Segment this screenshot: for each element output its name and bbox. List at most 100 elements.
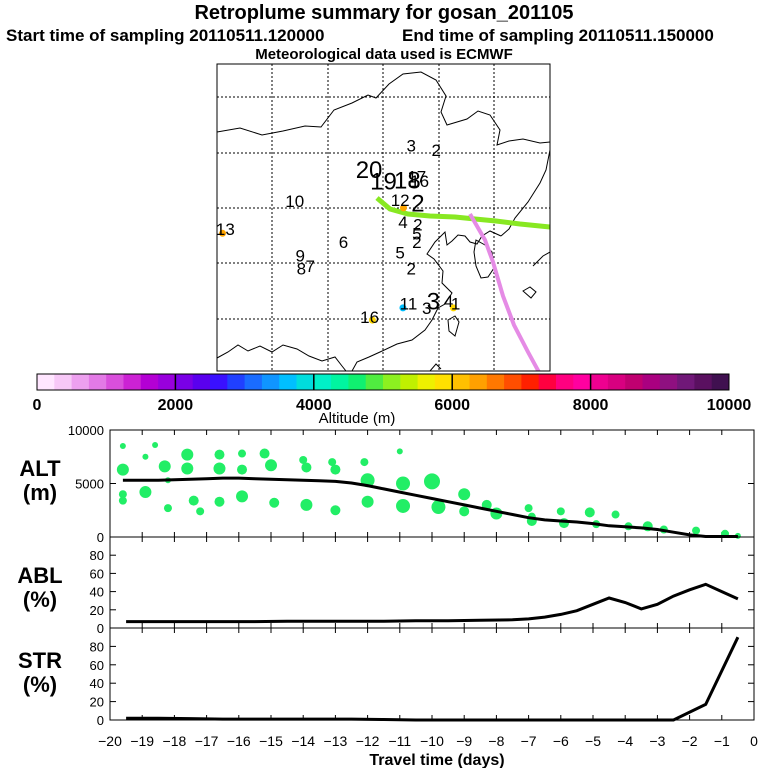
map-day-label: 13 — [216, 220, 235, 239]
x-tick-label: −10 — [420, 733, 444, 749]
altitude-point — [236, 490, 249, 503]
x-tick-label: −5 — [585, 733, 601, 749]
panel-line — [126, 636, 740, 722]
colorbar-cell — [244, 374, 263, 390]
map-day-label: 2 — [431, 141, 440, 160]
colorbar-cell — [365, 374, 384, 390]
colorbar-cell — [400, 374, 419, 390]
map-day-label: 20 — [356, 157, 383, 184]
panel-label: STR — [18, 648, 62, 673]
colorbar-cell — [313, 374, 332, 390]
x-tick-label: −4 — [617, 733, 633, 749]
y-tick-label: 60 — [90, 566, 104, 581]
colorbar-title: Altitude (m) — [319, 410, 396, 427]
altitude-point — [214, 449, 225, 460]
altitude-point — [692, 526, 701, 535]
y-tick-label: 60 — [90, 658, 104, 673]
map-day-label: 5 — [395, 244, 404, 263]
altitude-point — [459, 506, 470, 517]
colorbar-cell — [538, 374, 557, 390]
map-day-label: 18 — [394, 168, 421, 195]
y-tick-label: 0 — [97, 621, 104, 636]
x-tick-label: −8 — [488, 733, 504, 749]
map-day-label: 2 — [407, 260, 416, 279]
colorbar-cell — [469, 374, 488, 390]
map-day-label: 1 — [451, 295, 460, 314]
altitude-point — [196, 507, 205, 516]
altitude-point — [328, 458, 337, 467]
altitude-point — [181, 462, 194, 475]
colorbar-cell — [54, 374, 73, 390]
map-day-label: 7 — [306, 257, 315, 276]
map-day-label: 2 — [413, 216, 422, 235]
colorbar-cell — [625, 374, 643, 390]
colorbar-cell — [71, 374, 90, 390]
altitude-point — [424, 473, 440, 490]
altitude-point — [299, 455, 308, 464]
altitude-point — [396, 498, 411, 513]
altitude-point — [556, 507, 565, 516]
x-tick-label: −7 — [521, 733, 537, 749]
colorbar-cell — [711, 374, 730, 390]
map-day-label: 3 — [422, 299, 431, 318]
altitude-point — [300, 498, 313, 511]
colorbar-tick-label: 0 — [33, 397, 42, 414]
altitude-point — [139, 486, 152, 499]
colorbar-cell — [210, 374, 228, 390]
colorbar-tick-label: 2000 — [158, 397, 194, 414]
colorbar-tick-label: 10000 — [707, 397, 752, 414]
altitude-point — [142, 453, 149, 460]
colorbar-cell — [452, 374, 470, 390]
map-day-label: 8 — [297, 260, 306, 279]
x-tick-label: −15 — [259, 733, 283, 749]
altitude-point — [259, 448, 270, 459]
altitude-point — [238, 449, 247, 458]
colorbar-cell — [279, 374, 297, 390]
y-tick-label: 10000 — [68, 423, 104, 438]
altitude-point — [237, 464, 248, 475]
altitude-point — [269, 497, 280, 508]
colorbar-cell — [296, 374, 315, 390]
y-tick-label: 40 — [90, 585, 104, 600]
x-tick-label: −2 — [682, 733, 698, 749]
map-day-label: 16 — [360, 308, 379, 327]
str-panel: 80 60 40 20 0 STR(%) — [18, 627, 755, 728]
altitude-colorbar: 0 2000 4000 6000 8000 10000 Altitude (m) — [33, 373, 752, 427]
colorbar-cell — [642, 374, 661, 390]
map-day-label: 5 — [412, 224, 421, 243]
altitude-point — [524, 504, 533, 513]
colorbar-cell — [37, 374, 55, 390]
page-title: Retroplume summary for gosan_201105 — [194, 2, 574, 24]
x-tick-label: −9 — [456, 733, 472, 749]
colorbar-cell — [521, 374, 540, 390]
colorbar-cell — [434, 374, 453, 390]
travel-time-axis: −20 −19 −18 −17 −16 −15 −14 −13 −12 −11 −10 −9 −8 −7−… — [98, 733, 758, 768]
colorbar-cell — [261, 374, 280, 390]
altitude-point — [611, 510, 620, 519]
altitude-point — [431, 500, 446, 515]
y-tick-label: 0 — [97, 713, 104, 728]
altitude-point — [119, 443, 126, 450]
map-day-label: 11 — [400, 295, 418, 314]
panel-unit: (%) — [23, 587, 57, 612]
x-tick-label: −6 — [553, 733, 569, 749]
x-tick-label: −18 — [163, 733, 187, 749]
map-marker — [368, 316, 376, 324]
altitude-point — [158, 460, 171, 473]
map-marker — [449, 304, 457, 312]
colorbar-cell — [417, 374, 436, 390]
end-time-text: End time of sampling 20110511.150000 — [402, 26, 714, 45]
altitude-point — [301, 462, 312, 473]
altitude-point — [188, 495, 199, 506]
altitude-point — [396, 448, 403, 455]
altitude-point — [213, 462, 226, 475]
map-day-label: 10 — [285, 192, 304, 211]
colorbar-tick-label: 6000 — [434, 397, 470, 414]
altitude-point — [116, 463, 129, 476]
altitude-point — [396, 476, 411, 491]
map-day-label: 4 — [444, 292, 453, 311]
altitude-point — [118, 490, 127, 499]
meteorological-data-text: Meteorological data used is ECMWF — [255, 46, 513, 63]
altitude-point — [118, 496, 127, 505]
